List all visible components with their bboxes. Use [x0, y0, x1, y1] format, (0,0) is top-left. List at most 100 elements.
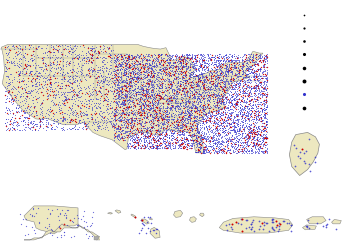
Point: [47, 81, 53, 85]
Point: [240, 83, 246, 87]
Point: [248, 97, 253, 101]
Point: [178, 102, 184, 106]
Point: [143, 116, 149, 120]
Point: [170, 136, 175, 140]
Point: [203, 124, 209, 128]
Point: [134, 67, 140, 71]
Point: [198, 142, 204, 146]
Point: [128, 76, 133, 80]
Point: [18, 73, 23, 77]
Polygon shape: [24, 206, 78, 234]
Point: [155, 116, 161, 120]
Point: [166, 79, 172, 83]
Point: [67, 106, 73, 110]
Point: [147, 100, 152, 104]
Point: [188, 55, 194, 59]
Point: [304, 225, 310, 229]
Point: [210, 107, 216, 111]
Point: [42, 71, 48, 75]
Point: [160, 66, 166, 70]
Point: [224, 110, 229, 114]
Point: [170, 72, 176, 76]
Point: [174, 55, 179, 59]
Point: [206, 56, 211, 60]
Point: [194, 83, 200, 87]
Point: [140, 87, 146, 91]
Point: [139, 133, 144, 137]
Point: [211, 92, 217, 96]
Point: [46, 88, 51, 92]
Point: [209, 72, 215, 76]
Point: [138, 127, 144, 131]
Point: [234, 72, 239, 76]
Point: [195, 75, 201, 79]
Point: [149, 124, 154, 128]
Point: [253, 117, 259, 121]
Point: [187, 86, 193, 90]
Point: [175, 140, 180, 144]
Polygon shape: [219, 217, 293, 233]
Point: [169, 133, 174, 137]
Point: [256, 113, 262, 117]
Point: [183, 78, 188, 82]
Point: [184, 136, 190, 140]
Point: [139, 120, 145, 124]
Point: [164, 112, 170, 116]
Point: [29, 83, 35, 87]
Point: [228, 100, 234, 104]
Point: [227, 107, 232, 111]
Point: [181, 84, 186, 88]
Point: [155, 137, 161, 141]
Point: [141, 116, 147, 120]
Point: [51, 100, 56, 104]
Point: [216, 109, 221, 113]
Point: [67, 61, 73, 65]
Point: [207, 70, 213, 74]
Point: [33, 63, 39, 67]
Point: [48, 50, 54, 54]
Point: [210, 148, 216, 152]
Point: [252, 143, 258, 147]
Point: [98, 65, 103, 69]
Point: [181, 128, 186, 132]
Point: [153, 145, 159, 149]
Point: [261, 121, 266, 125]
Point: [249, 118, 254, 122]
Point: [222, 93, 227, 97]
Point: [207, 142, 213, 146]
Point: [216, 58, 222, 62]
Point: [30, 101, 36, 105]
Point: [243, 73, 249, 77]
Point: [129, 57, 134, 61]
Point: [198, 93, 204, 97]
Point: [57, 100, 62, 104]
Point: [201, 94, 207, 98]
Point: [186, 97, 192, 101]
Point: [205, 134, 211, 138]
Point: [176, 104, 182, 108]
Point: [181, 90, 187, 94]
Point: [144, 88, 149, 92]
Point: [208, 115, 214, 119]
Point: [260, 99, 266, 103]
Point: [137, 62, 143, 66]
Point: [144, 135, 150, 139]
Point: [6, 49, 12, 53]
Point: [89, 115, 95, 119]
Point: [243, 142, 249, 146]
Point: [156, 130, 162, 134]
Point: [21, 72, 27, 76]
Point: [176, 146, 181, 150]
Point: [187, 68, 192, 72]
Point: [42, 75, 47, 79]
Point: [167, 65, 172, 69]
Point: [91, 111, 97, 115]
Point: [259, 74, 264, 78]
Point: [232, 115, 238, 119]
Point: [191, 113, 197, 117]
Point: [192, 61, 198, 65]
Point: [165, 56, 171, 60]
Point: [89, 108, 95, 112]
Point: [84, 124, 89, 128]
Point: [200, 75, 206, 79]
